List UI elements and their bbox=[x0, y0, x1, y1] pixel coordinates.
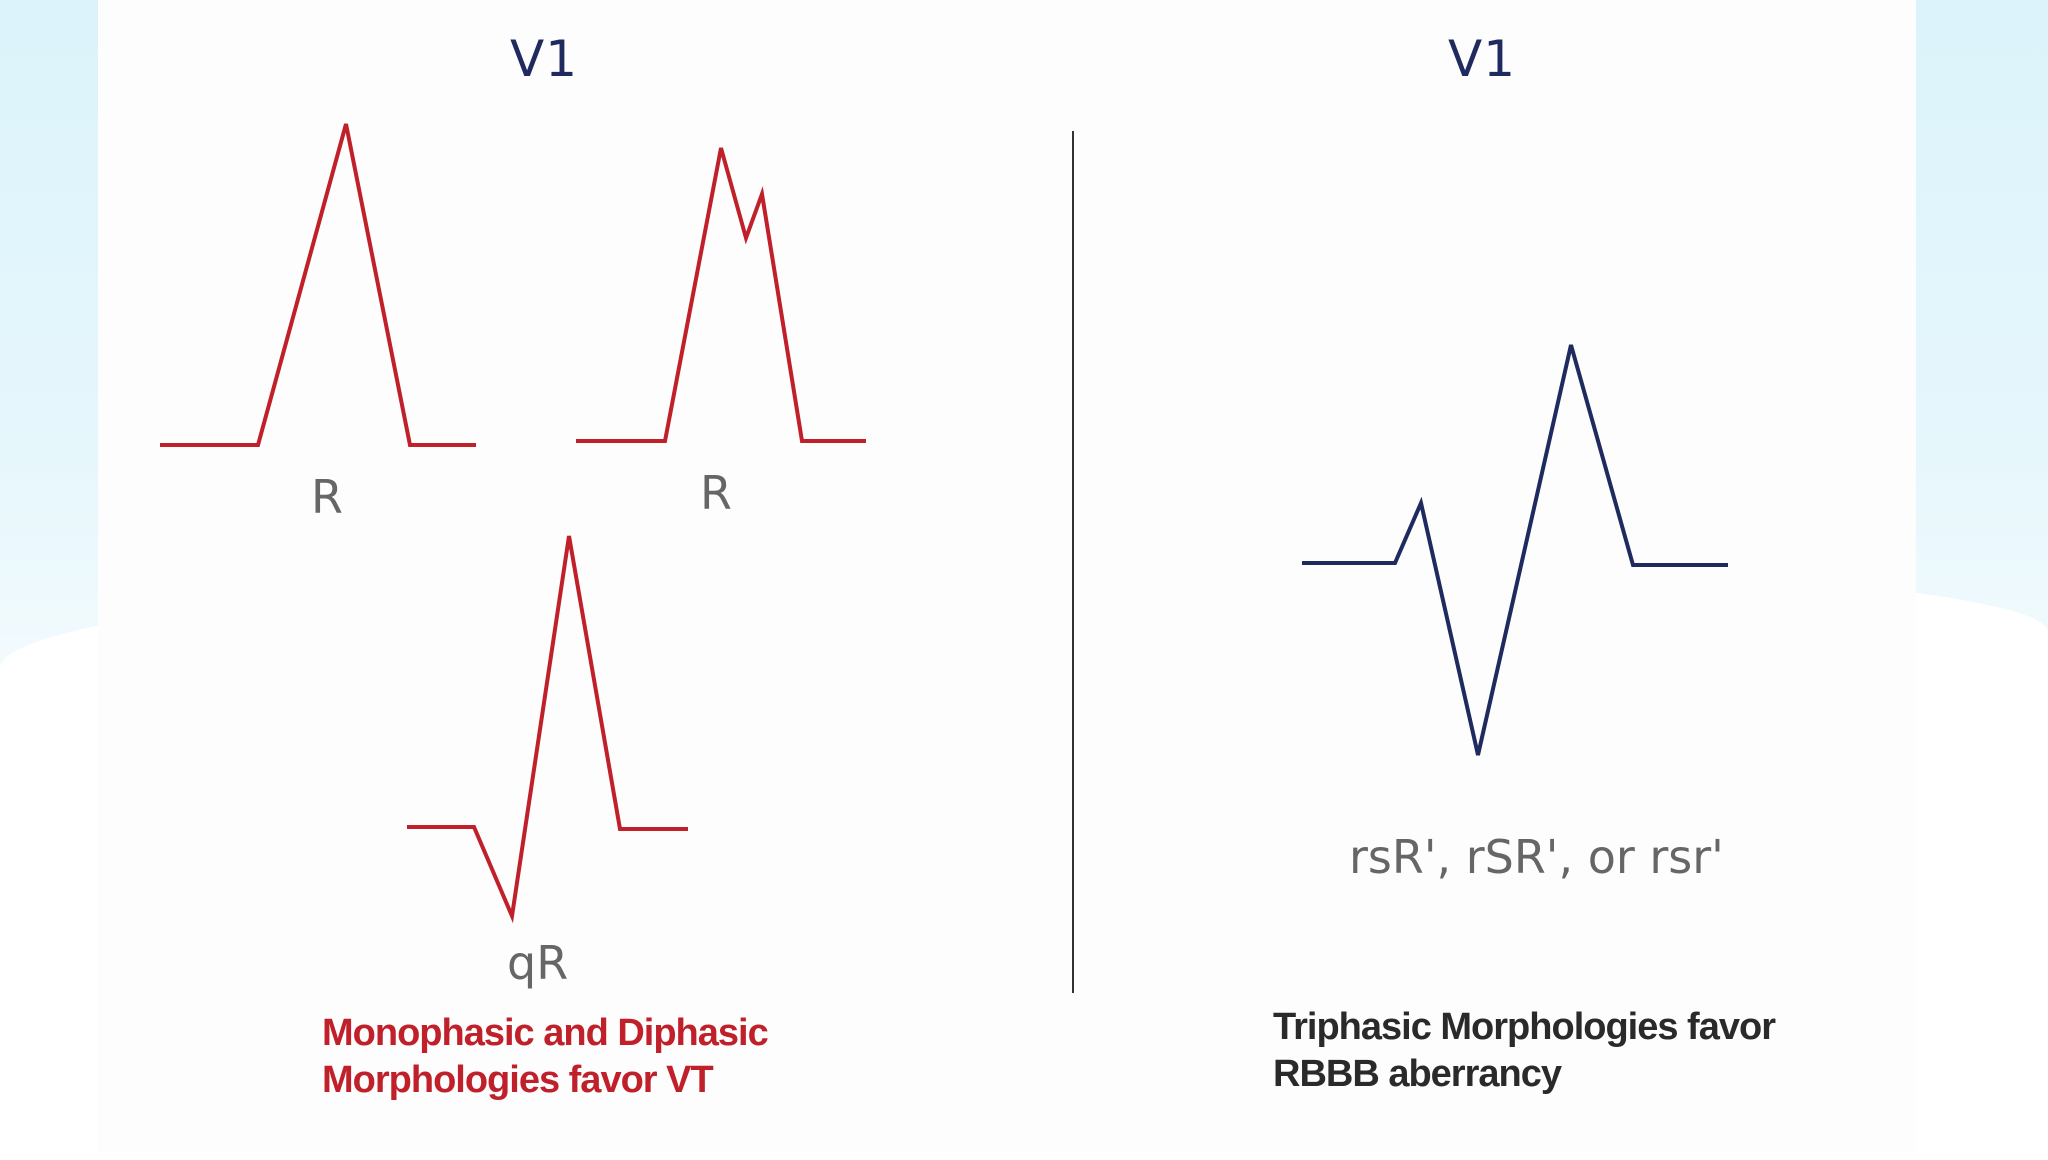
label-monophasic-r: R bbox=[311, 470, 343, 524]
left-lead-title: V1 bbox=[510, 30, 579, 88]
slide bbox=[98, 0, 1916, 1152]
left-caption: Monophasic and Diphasic Morphologies fav… bbox=[322, 1010, 769, 1104]
label-qr: qR bbox=[507, 936, 569, 990]
right-caption: Triphasic Morphologies favor RBBB aberra… bbox=[1273, 1004, 1776, 1098]
label-diphasic-r: R bbox=[700, 466, 732, 520]
waveform-diphasic-r bbox=[576, 147, 866, 443]
label-triphasic: rsR', rSR', or rsr' bbox=[1349, 830, 1724, 884]
right-caption-line-2: RBBB aberrancy bbox=[1273, 1053, 1562, 1095]
right-lead-title: V1 bbox=[1448, 30, 1517, 88]
left-caption-line-2: Morphologies favor VT bbox=[322, 1059, 714, 1101]
waveform-monophasic-r bbox=[160, 123, 476, 447]
waveform-qr bbox=[407, 535, 688, 924]
waveform-triphasic-rsr bbox=[1302, 344, 1728, 756]
panel-divider bbox=[1072, 131, 1074, 993]
right-caption-line-1: Triphasic Morphologies favor bbox=[1273, 1006, 1776, 1048]
left-caption-line-1: Monophasic and Diphasic bbox=[322, 1012, 769, 1054]
